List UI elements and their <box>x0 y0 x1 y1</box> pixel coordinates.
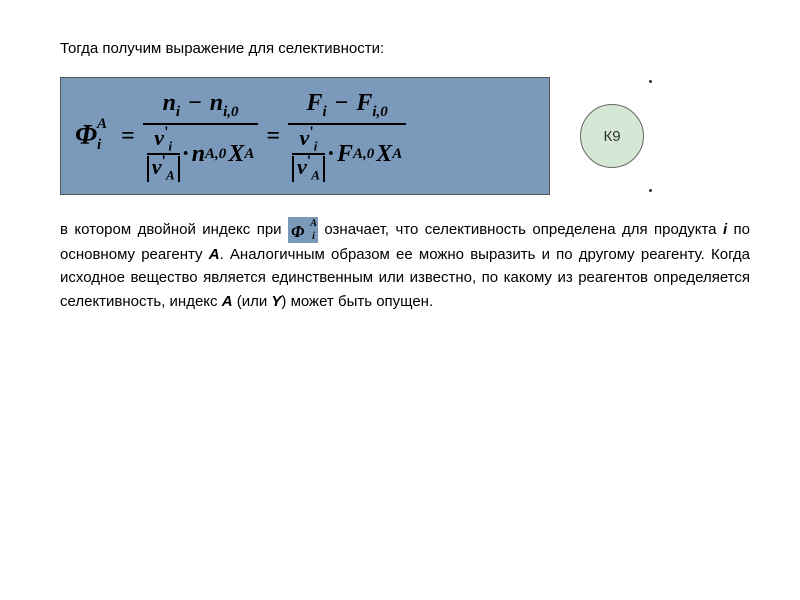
phi-base: Φ <box>75 120 97 151</box>
body-paragraph: в котором двойной индекс при Φ A i означ… <box>60 217 750 313</box>
dot-2: · <box>327 141 335 168</box>
minus-1: − <box>188 90 202 116</box>
nu-A-sub: A <box>166 168 175 183</box>
minus-2: − <box>335 90 349 116</box>
badge-wrap: К9 <box>580 104 644 168</box>
formula-row: Φ A i = ni − ni,0 ν'i ν'A <box>60 77 750 195</box>
n-i-sub: i <box>176 104 180 120</box>
body-seg-e: (или <box>233 293 272 310</box>
formula-box: Φ A i = ni − ni,0 ν'i ν'A <box>60 77 550 195</box>
frac1-denominator: ν'i ν'A · nA,0 XA <box>143 127 259 182</box>
frac2-denominator: ν'i ν'A · FA,0 XA <box>288 127 406 182</box>
n-i0: n <box>210 90 223 116</box>
body-A2: A <box>222 293 233 310</box>
X-A-2: X <box>376 141 392 168</box>
phi-subscript: i <box>97 137 101 154</box>
nu-fraction-2: ν'i ν'A <box>292 127 325 182</box>
phi-superscript: A <box>97 116 107 133</box>
dot-1: · <box>182 141 190 168</box>
dot-top <box>649 80 652 83</box>
nu-A: ν <box>152 154 162 179</box>
fraction-1: ni − ni,0 ν'i ν'A · nA,0 XA <box>143 90 259 182</box>
nu-i: ν <box>154 125 164 150</box>
X-A-2-sub: A <box>392 146 402 163</box>
n-i0-sub: i,0 <box>223 104 238 120</box>
equals-1: = <box>121 123 135 150</box>
F-i0-sub: i,0 <box>372 104 387 120</box>
n-i: n <box>163 90 176 116</box>
body-Y: Y <box>271 293 281 310</box>
intro-text: Тогда получим выражение для селективност… <box>60 40 750 57</box>
ref-badge: К9 <box>580 104 644 168</box>
F-A0: F <box>337 141 353 168</box>
inline-phi-sub: i <box>312 229 315 245</box>
body-seg-b: означает, что селективность определена д… <box>324 221 723 238</box>
nu-i-2: ν <box>300 125 310 150</box>
inline-phi: Φ A i <box>288 217 318 243</box>
n-A0: n <box>192 141 205 168</box>
dot-bottom <box>649 189 652 192</box>
n-A0-sub: A,0 <box>205 146 226 163</box>
body-seg-a: в котором двойной индекс при <box>60 221 288 238</box>
fraction-2: Fi − Fi,0 ν'i ν'A · FA,0 XA <box>288 90 406 182</box>
F-i: F <box>306 90 322 116</box>
body-A: A <box>209 246 220 263</box>
X-A-1-sub: A <box>244 146 254 163</box>
X-A-1: X <box>228 141 244 168</box>
body-seg-f: ) может быть опущен. <box>281 293 433 310</box>
nu-fraction-1: ν'i ν'A <box>147 127 180 182</box>
nu-i-sub: i <box>169 138 173 153</box>
F-i0: F <box>356 90 372 116</box>
nu-A-2: ν <box>297 154 307 179</box>
frac1-numerator: ni − ni,0 <box>159 90 243 121</box>
nu-A-2-sub: A <box>311 168 320 183</box>
inline-phi-base: Φ <box>291 222 304 241</box>
F-i-sub: i <box>323 104 327 120</box>
slide-content: Тогда получим выражение для селективност… <box>0 0 800 333</box>
nu-i-2-sub: i <box>314 138 318 153</box>
F-A0-sub: A,0 <box>353 146 374 163</box>
equals-2: = <box>266 123 280 150</box>
phi-symbol: Φ A i <box>75 120 97 152</box>
frac2-numerator: Fi − Fi,0 <box>302 90 391 121</box>
